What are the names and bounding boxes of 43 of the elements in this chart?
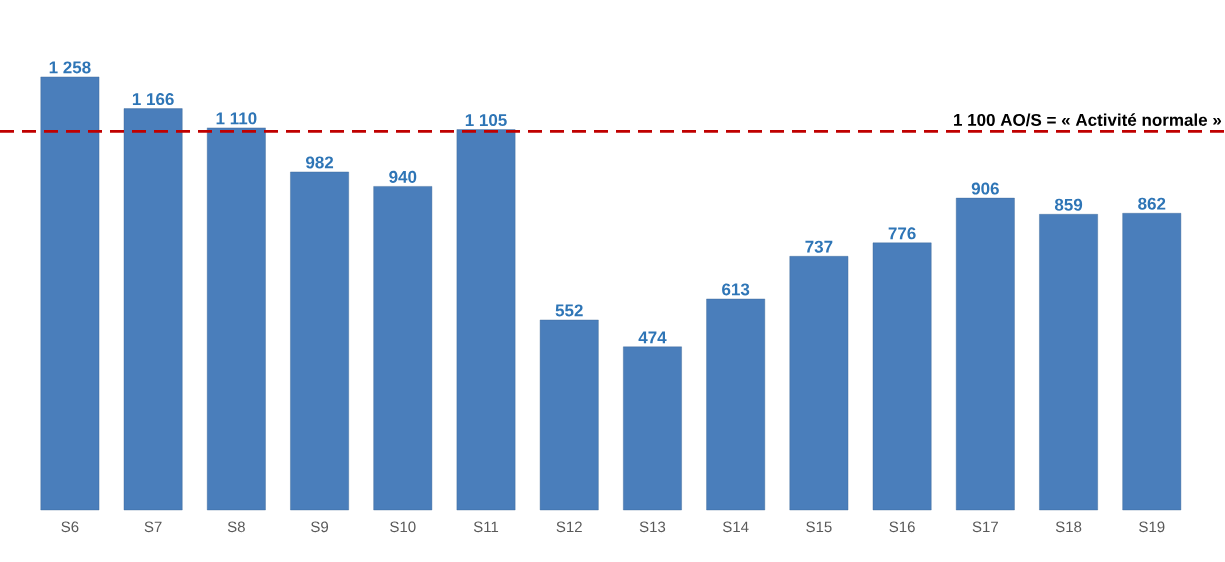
x-tick-label: S15: [806, 521, 832, 533]
x-tick-label: S10: [390, 521, 416, 533]
bar: [290, 171, 349, 511]
data-label: 906: [971, 182, 999, 195]
bar: [872, 242, 932, 511]
bar: [1122, 213, 1182, 511]
data-label: 940: [389, 170, 417, 183]
x-tick-label: S7: [144, 521, 162, 533]
data-label: 613: [722, 283, 750, 296]
bar: [207, 127, 266, 511]
bar: [1039, 214, 1098, 511]
bar: [623, 346, 682, 511]
x-tick-label: S13: [639, 521, 666, 533]
data-label: 552: [555, 304, 583, 317]
bar: [789, 256, 849, 511]
data-label: 862: [1138, 197, 1166, 210]
bar: [123, 108, 183, 511]
bar: [956, 197, 1015, 511]
x-tick-label: S12: [556, 521, 582, 533]
data-label: 1 105: [465, 114, 507, 127]
data-label: 859: [1054, 198, 1083, 211]
bar: [373, 186, 433, 511]
data-label: 776: [888, 227, 916, 240]
data-label: 1 110: [216, 112, 257, 125]
bar: [706, 298, 765, 511]
bar: [539, 319, 599, 511]
ref-line-label: 1 100 AO/S = « Activité normale »: [954, 113, 1222, 127]
x-tick-label: S6: [61, 521, 79, 533]
data-label: 1 166: [132, 93, 174, 106]
data-label: 1 258: [49, 61, 91, 74]
x-tick-label: S9: [311, 521, 329, 533]
data-label: 982: [305, 156, 334, 169]
data-label: 737: [805, 240, 833, 253]
x-tick-label: S18: [1055, 521, 1082, 533]
x-tick-label: S8: [227, 521, 245, 533]
x-tick-label: S16: [889, 521, 915, 533]
bar: [40, 76, 100, 511]
x-tick-label: S19: [1139, 521, 1165, 533]
bar: [456, 129, 516, 511]
x-tick-label: S11: [473, 521, 499, 533]
data-label: 474: [638, 331, 667, 344]
x-tick-label: S17: [972, 521, 998, 533]
x-tick-label: S14: [723, 521, 749, 533]
